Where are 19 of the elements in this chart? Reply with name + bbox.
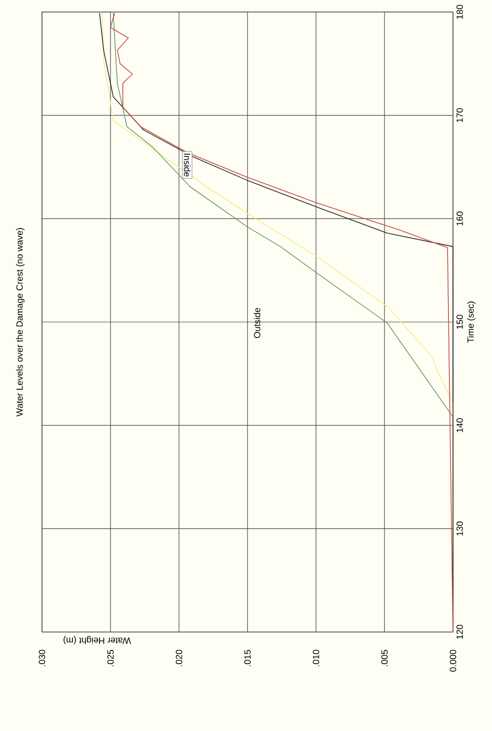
y-tick-label: 140 [456, 418, 463, 432]
x-tick-label: .030 [38, 650, 46, 666]
y-tick-label: 180 [456, 4, 463, 19]
text: Water Levels over the Damage Crest (no wave) [16, 228, 24, 416]
y-tick-label: 130 [456, 522, 463, 536]
annotation: Inside [184, 154, 191, 176]
y-tick-label: 120 [456, 624, 463, 639]
y-tick-label: 170 [456, 108, 463, 122]
y-tick-label: 150 [456, 314, 463, 329]
annotation: Outside [254, 308, 260, 338]
x-tick-label: .025 [107, 650, 114, 666]
y-axis-title: Time (sec) [467, 302, 476, 343]
x-tick-label: .020 [176, 650, 182, 666]
y-tick-label: 160 [456, 212, 463, 226]
x-axis-title: Water Height (m) [64, 636, 131, 644]
x-tick-label: 0.000 [450, 650, 456, 672]
x-tick-label: .005 [381, 650, 388, 666]
x-tick-label: .015 [244, 650, 251, 666]
x-tick-label: .010 [312, 650, 320, 666]
